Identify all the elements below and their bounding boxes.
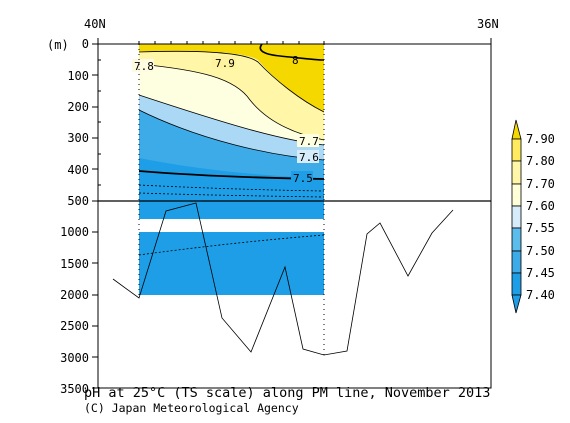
contour-dash-2: [138, 192, 325, 198]
colorbar-cell-7.70-7.80: [511, 160, 522, 185]
colorbar-cell-7.80-7.90: [511, 138, 522, 162]
contour-label-7.6: 7.6: [299, 151, 319, 164]
plot-border: [97, 43, 492, 389]
section-fill: [139, 44, 324, 295]
lat-label-right: 36N: [477, 17, 499, 31]
y-tick-2500: 2500: [60, 319, 89, 333]
contour-label-7.7: 7.7: [299, 135, 319, 148]
chart-caption: pH at 25°C (TS scale) along PM line, Nov…: [84, 385, 490, 415]
colorbar-cell-7.60-7.70: [511, 183, 522, 207]
colorbar-cell-7.55-7.60: [511, 205, 522, 229]
colorbar: 7.90 7.80 7.70 7.60 7.55 7.50 7.45 7.40: [511, 119, 555, 314]
colorbar-label-7.50: 7.50: [526, 244, 555, 258]
colorbar-label-7.40: 7.40: [526, 288, 555, 302]
colorbar-label-7.70: 7.70: [526, 177, 555, 191]
y-ticks: [92, 43, 101, 389]
band-lower-mid: [139, 232, 324, 295]
top-ticks: [97, 38, 492, 44]
colorbar-cell-7.45-7.50: [511, 250, 522, 274]
y-tick-200: 200: [67, 100, 89, 114]
contour-label-7.8: 7.8: [134, 60, 154, 73]
plot-frame: [97, 43, 492, 389]
y-unit-label: (m): [47, 38, 69, 52]
station-lines: [138, 44, 325, 355]
band-7.90: [139, 44, 324, 112]
colorbar-cell-7.40-7.45: [511, 272, 522, 296]
y-tick-3000: 3000: [60, 351, 89, 365]
chart-title: pH at 25°C (TS scale) along PM line, Nov…: [84, 385, 491, 401]
colorbar-label-7.80: 7.80: [526, 154, 555, 168]
y-tick-300: 300: [67, 131, 89, 145]
colorbar-cell-7.50-7.55: [511, 227, 522, 252]
y-tick-3500: 3500: [60, 382, 89, 396]
y-tick-1000: 1000: [60, 225, 89, 239]
y-tick-2000: 2000: [60, 288, 89, 302]
colorbar-label-7.45: 7.45: [526, 266, 555, 280]
y-tick-1500: 1500: [60, 257, 89, 271]
contour-label-7.9: 7.9: [215, 57, 235, 70]
colorbar-cell-top: [511, 119, 522, 140]
contour-label-8: 8: [292, 54, 299, 67]
colorbar-label-7.60: 7.60: [526, 199, 555, 213]
bottom-topography-line: [112, 202, 454, 356]
y-tick-500: 500: [67, 194, 89, 208]
contour-8: [259, 43, 325, 61]
y-tick-labels: 0 100 200 300 400 500 1000 1500 2000 250…: [60, 37, 89, 396]
y-tick-100: 100: [67, 69, 89, 83]
y-tick-400: 400: [67, 163, 89, 177]
lat-label-left: 40N: [84, 17, 106, 31]
contour-dash-1: [138, 184, 325, 192]
colorbar-cell-bottom: [511, 294, 522, 314]
band-lower-top: [139, 201, 324, 219]
contour-dash-3: [138, 234, 325, 256]
chart-credit: (C) Japan Meteorological Agency: [84, 401, 299, 415]
contour-7.8: [138, 63, 325, 141]
contour-7.9: [138, 50, 325, 113]
contour-label-7.5: 7.5: [293, 172, 313, 185]
colorbar-label-7.90: 7.90: [526, 132, 555, 146]
y-tick-0: 0: [82, 37, 89, 51]
colorbar-label-7.55: 7.55: [526, 221, 555, 235]
contour-label-group: 7.8 7.9 8 7.7 7.6 7.5: [132, 54, 319, 185]
